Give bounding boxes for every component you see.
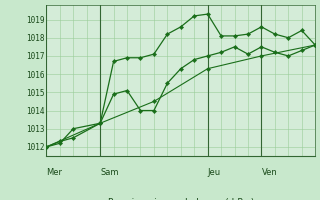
- Text: Mer: Mer: [46, 168, 62, 177]
- Text: Jeu: Jeu: [208, 168, 221, 177]
- Text: Sam: Sam: [100, 168, 119, 177]
- Text: Ven: Ven: [261, 168, 277, 177]
- Text: Pression niveau de la mer( hPa ): Pression niveau de la mer( hPa ): [108, 198, 254, 200]
